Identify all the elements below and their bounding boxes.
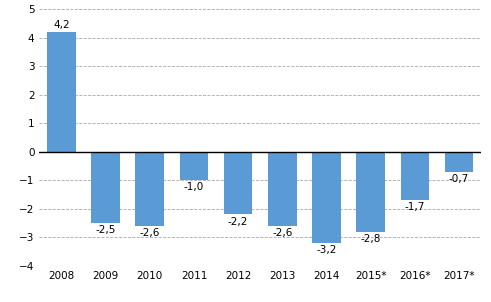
Bar [224,152,252,214]
Text: -2,6: -2,6 [272,228,293,238]
Bar [180,152,208,180]
Bar [312,152,341,243]
Bar [47,32,76,152]
Text: -2,2: -2,2 [228,217,248,227]
Text: -2,8: -2,8 [360,234,381,244]
Text: -2,6: -2,6 [139,228,160,238]
Text: -2,5: -2,5 [95,225,116,235]
Text: -0,7: -0,7 [449,174,469,184]
Bar [136,152,164,226]
Text: 4,2: 4,2 [53,20,70,30]
Bar [268,152,297,226]
Text: -1,0: -1,0 [184,182,204,192]
Bar [356,152,385,232]
Bar [91,152,120,223]
Text: -3,2: -3,2 [316,245,337,255]
Bar [401,152,429,200]
Text: -1,7: -1,7 [405,202,425,212]
Bar [445,152,473,172]
